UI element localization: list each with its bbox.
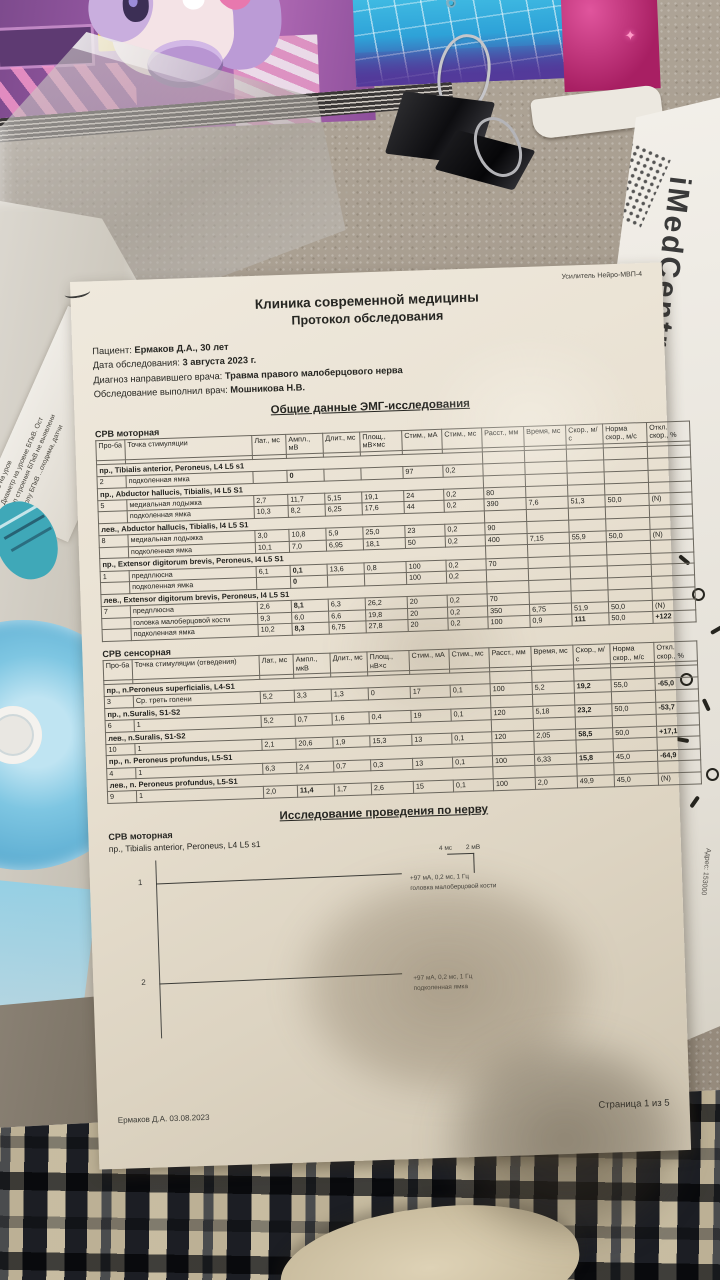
column-header: Лат., мс xyxy=(258,654,294,676)
column-header: Откл. скор., % xyxy=(653,640,698,663)
star-icon: ✦ xyxy=(573,0,605,6)
footer-patient-date: Ермаков Д.А. 03.08.2023 xyxy=(117,1112,210,1125)
light-reflection xyxy=(380,300,680,540)
patient-label: Пациент: xyxy=(92,344,132,357)
column-header: Норма скор., м/с xyxy=(609,642,655,664)
hand-shadow xyxy=(400,1000,720,1280)
trace-number: 2 xyxy=(141,977,146,987)
soft-shadow xyxy=(300,540,560,760)
decorative-ring xyxy=(692,588,705,601)
patient-value: Ермаков Д.А., 30 лет xyxy=(134,341,229,355)
column-header: Длит., мс xyxy=(322,431,361,454)
column-header: Лат., мс xyxy=(251,434,287,456)
column-header: Скор., м/с xyxy=(572,643,611,666)
decorative-ring xyxy=(680,673,693,686)
column-header: Про-ба xyxy=(103,659,133,681)
column-header: Ампл., мВ xyxy=(285,432,324,455)
decorative-dash xyxy=(689,795,700,809)
doctor-label: Обследование выполнил врач: xyxy=(93,385,228,400)
cd-hub xyxy=(0,706,42,764)
date-value: 3 августа 2023 г. xyxy=(182,355,257,368)
decorative-dash xyxy=(702,698,711,712)
star-icon: ✦ xyxy=(624,27,637,44)
column-header: Про-ба xyxy=(95,439,126,461)
address-text: Адрес: 153000 xyxy=(699,847,712,896)
trace-number: 1 xyxy=(137,877,143,887)
doctor-value: Мошникова Н.В. xyxy=(230,382,306,395)
date-label: Дата обследования: xyxy=(92,357,181,371)
pink-magazine-cover: ✦ ✦ xyxy=(559,0,661,93)
decorative-ring xyxy=(706,768,719,781)
plot-axis-line xyxy=(155,860,163,1039)
decorative-dash xyxy=(709,624,720,635)
